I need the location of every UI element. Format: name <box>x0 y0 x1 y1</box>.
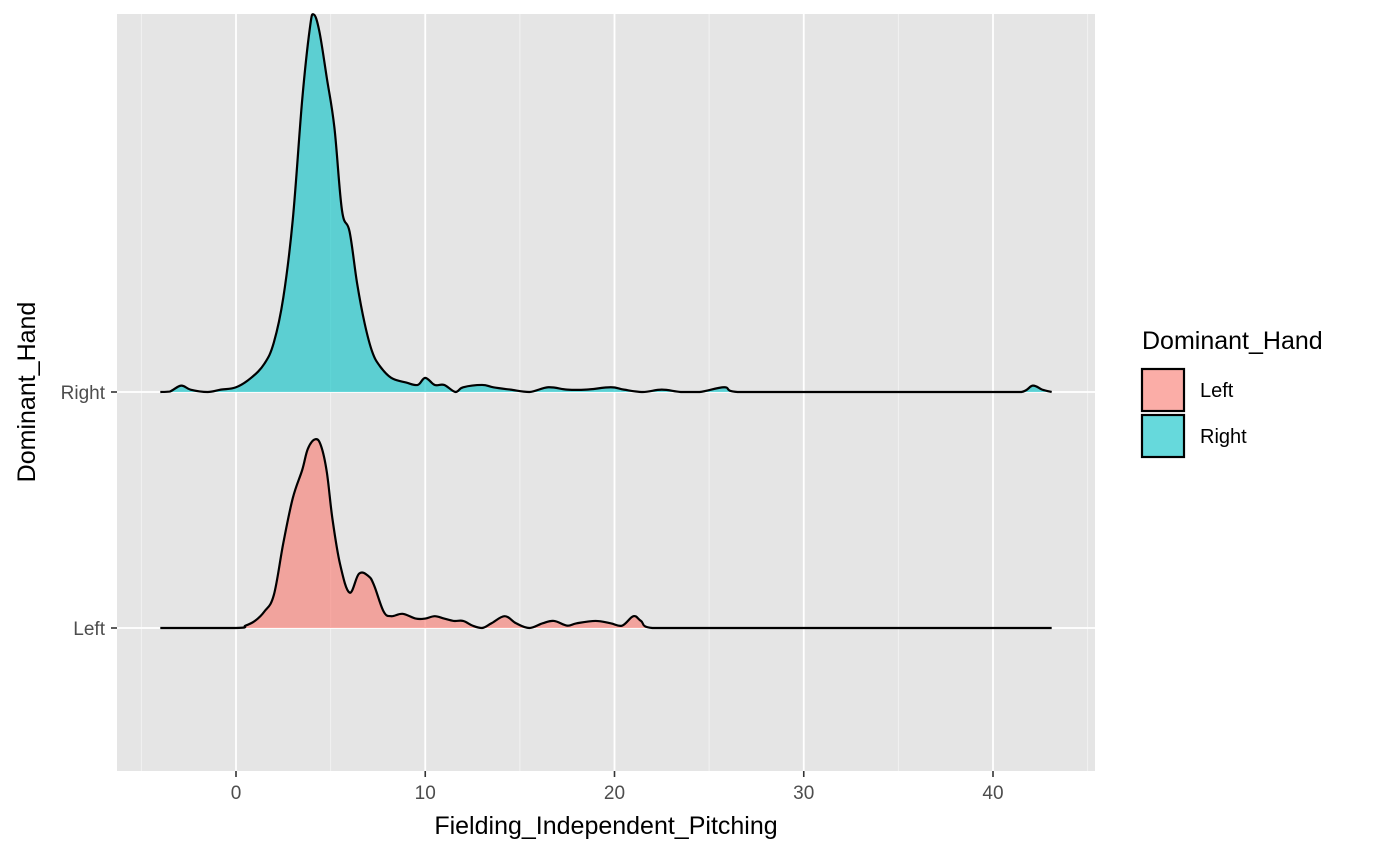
x-tick-label: 0 <box>231 783 242 804</box>
legend-key-left <box>1140 367 1186 413</box>
y-axis-title: Dominant_Hand <box>13 302 41 483</box>
x-axis: 0 10 20 30 40 <box>231 771 1004 804</box>
legend: Dominant_Hand Left Right <box>1140 327 1323 459</box>
y-tick-label: Left <box>73 619 105 640</box>
legend-label-left: Left <box>1200 380 1234 402</box>
ridge-line-right <box>160 13 1052 394</box>
legend-label-right: Right <box>1200 426 1247 448</box>
x-tick-label: 20 <box>604 783 625 804</box>
legend-title: Dominant_Hand <box>1142 327 1323 355</box>
y-axis: Left Right <box>61 383 117 640</box>
ridge-area-right <box>160 14 1052 392</box>
x-tick-label: 10 <box>415 783 436 804</box>
density-ridges <box>160 13 1052 630</box>
x-axis-title: Fielding_Independent_Pitching <box>434 812 777 840</box>
x-tick-label: 40 <box>982 783 1003 804</box>
x-tick-label: 30 <box>793 783 814 804</box>
legend-key-right <box>1140 413 1186 459</box>
ridge-line-left <box>160 438 1052 630</box>
y-tick-label: Right <box>61 383 106 404</box>
